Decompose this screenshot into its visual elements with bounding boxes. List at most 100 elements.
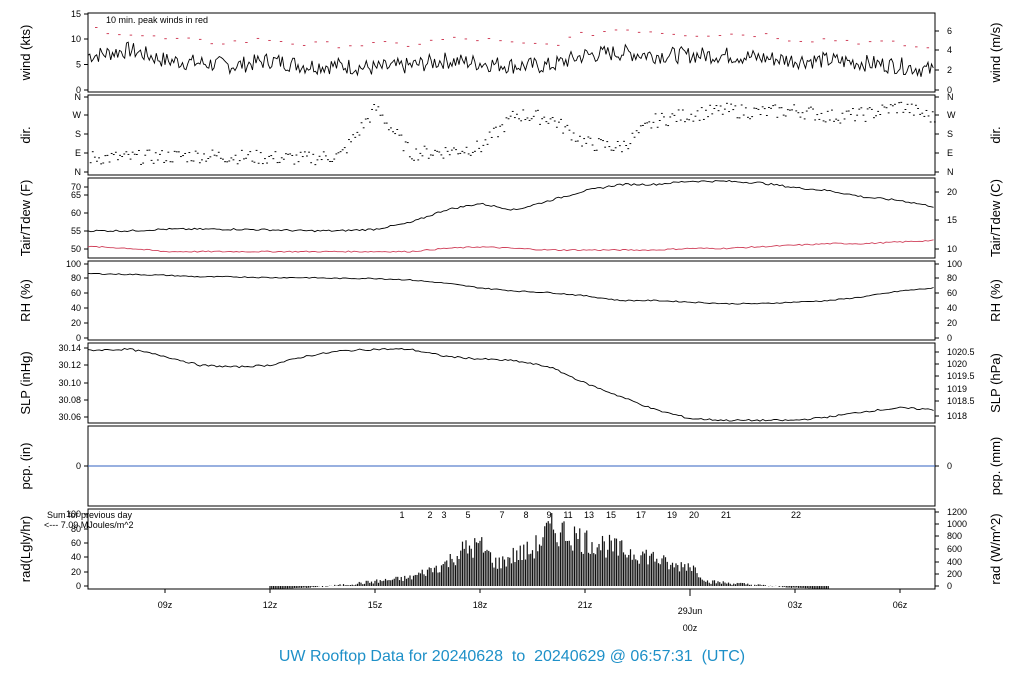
- x-tick-label: 15z: [368, 600, 383, 610]
- tair-series-line: [87, 180, 934, 233]
- left-tick-label: 0: [76, 581, 81, 591]
- left-tick-label: W: [73, 110, 82, 120]
- right-tick-label: 100: [947, 259, 962, 269]
- right-tick-label: 6: [947, 26, 952, 36]
- radiation-hour-number: 19: [667, 510, 677, 520]
- left-tick-label: 60: [71, 538, 81, 548]
- ylabel-left-slp: SLP (inHg): [18, 351, 33, 414]
- left-tick-label: 80: [71, 524, 81, 534]
- right-tick-label: 1019: [947, 384, 967, 394]
- left-tick-label: 40: [71, 552, 81, 562]
- x-tick-label: 21z: [578, 600, 593, 610]
- ylabel-right-rad: rad (W/m^2): [988, 513, 1003, 584]
- wind-series-line: [87, 41, 934, 77]
- right-tick-label: 1020: [947, 359, 967, 369]
- wind-peak-annotation: 10 min. peak winds in red: [106, 15, 208, 25]
- right-tick-label: 4: [947, 45, 952, 55]
- ylabel-right-slp: SLP (hPa): [988, 353, 1003, 413]
- left-tick-label: 0: [76, 85, 81, 95]
- radiation-hour-number: 5: [465, 510, 470, 520]
- right-tick-label: 0: [947, 581, 952, 591]
- left-tick-label: 0: [76, 461, 81, 471]
- ylabel-right-wind: wind (m/s): [988, 23, 1003, 84]
- right-tick-label: 1200: [947, 507, 967, 517]
- left-tick-label: 10: [71, 34, 81, 44]
- left-tick-label: 15: [71, 9, 81, 19]
- ylabel-left-rh: RH (%): [18, 279, 33, 322]
- left-tick-label: 70: [71, 182, 81, 192]
- radiation-sum-label: Sum for previous day: [47, 510, 133, 520]
- right-tick-label: 0: [947, 333, 952, 343]
- radiation-hour-number: 22: [791, 510, 801, 520]
- left-tick-label: 100: [66, 509, 81, 519]
- radiation-hour-number: 17: [636, 510, 646, 520]
- right-tick-label: N: [947, 92, 954, 102]
- radiation-hour-number: 9: [546, 510, 551, 520]
- right-tick-label: W: [947, 110, 956, 120]
- right-tick-label: 40: [947, 303, 957, 313]
- left-tick-label: 30.14: [58, 343, 81, 353]
- right-tick-label: E: [947, 148, 953, 158]
- right-tick-label: 15: [947, 215, 957, 225]
- ylabel-right-pcp: pcp. (mm): [988, 437, 1003, 496]
- right-tick-label: 1020.5: [947, 347, 975, 357]
- left-tick-label: 20: [71, 318, 81, 328]
- left-tick-label: 0: [76, 333, 81, 343]
- left-tick-label: 20: [71, 567, 81, 577]
- right-tick-label: 800: [947, 531, 962, 541]
- left-tick-label: 40: [71, 303, 81, 313]
- left-tick-label: 80: [71, 273, 81, 283]
- x-tick-label: 03z: [788, 600, 803, 610]
- right-tick-label: 2: [947, 65, 952, 75]
- panel-frame-temp: [87, 177, 936, 259]
- ylabel-right-rh: RH (%): [988, 279, 1003, 322]
- radiation-sum-value: <--- 7.09 MJoules/m^2: [44, 520, 134, 530]
- footer-title: UW Rooftop Data for 20240628 to 20240629…: [278, 648, 746, 665]
- x-tick-label: 12z: [263, 600, 278, 610]
- left-tick-label: S: [75, 129, 81, 139]
- ylabel-left-dir: dir.: [18, 126, 33, 143]
- ylabel-right-temp: Tair/Tdew (C): [988, 179, 1003, 257]
- right-tick-label: 200: [947, 569, 962, 579]
- right-tick-label: 1000: [947, 519, 967, 529]
- radiation-hour-number: 8: [523, 510, 528, 520]
- right-tick-label: 600: [947, 544, 962, 554]
- x-tick-label: 18z: [473, 600, 488, 610]
- x-tick-label: 06z: [893, 600, 908, 610]
- right-tick-label: 10: [947, 244, 957, 254]
- right-tick-label: 80: [947, 273, 957, 283]
- left-tick-label: 30.10: [58, 378, 81, 388]
- right-tick-label: 0: [947, 85, 952, 95]
- panel-frame-wind: [87, 12, 936, 93]
- ylabel-left-rad: rad(Lgly/hr): [18, 516, 33, 582]
- ylabel-left-temp: Tair/Tdew (F): [18, 180, 33, 257]
- right-tick-label: 60: [947, 288, 957, 298]
- left-tick-label: N: [75, 167, 82, 177]
- date-marker-day: 29Jun: [678, 606, 703, 616]
- left-tick-label: E: [75, 148, 81, 158]
- left-tick-label: 30.06: [58, 412, 81, 422]
- left-tick-label: 60: [71, 208, 81, 218]
- radiation-hour-number: 21: [721, 510, 731, 520]
- radiation-hour-number: 13: [584, 510, 594, 520]
- panel-frame-dir: [87, 94, 936, 176]
- right-tick-label: 1018: [947, 411, 967, 421]
- panel-frame-rh: [87, 260, 936, 341]
- panel-frame-slp: [87, 342, 936, 424]
- rh-series-line: [87, 272, 934, 305]
- left-tick-label: 30.12: [58, 360, 81, 370]
- left-tick-label: 55: [71, 226, 81, 236]
- radiation-hour-number: 15: [606, 510, 616, 520]
- right-tick-label: 20: [947, 187, 957, 197]
- radiation-hour-number: 7: [499, 510, 504, 520]
- tdew-series-line: [87, 239, 934, 253]
- x-tick-label: 09z: [158, 600, 173, 610]
- ylabel-right-dir: dir.: [988, 126, 1003, 143]
- radiation-hour-number: 11: [563, 510, 572, 520]
- radiation-hour-number: 3: [441, 510, 446, 520]
- right-tick-label: 1019.5: [947, 371, 975, 381]
- left-tick-label: 100: [66, 259, 81, 269]
- right-tick-label: 1018.5: [947, 396, 975, 406]
- left-tick-label: 30.08: [58, 395, 81, 405]
